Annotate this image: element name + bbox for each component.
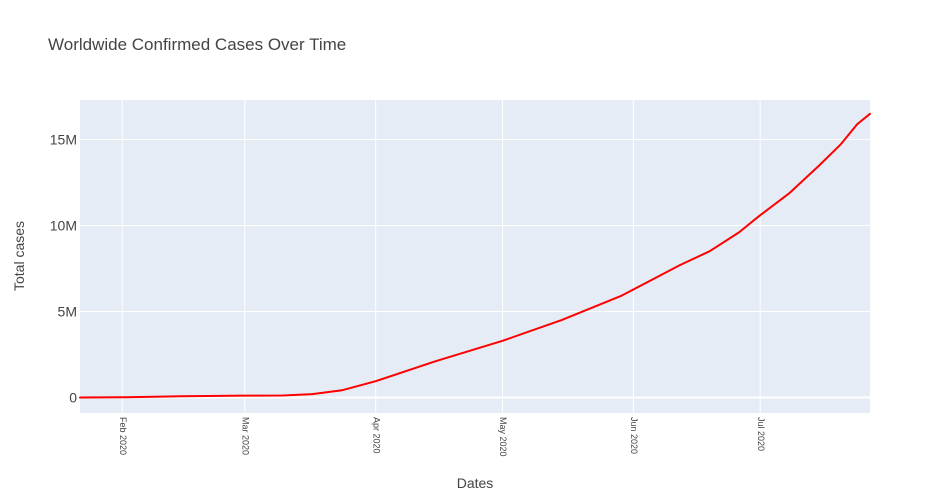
x-tick-label: Jul 2020 <box>756 417 766 451</box>
x-axis-title: Dates <box>457 475 494 491</box>
y-tick-label: 5M <box>58 304 77 320</box>
y-tick-label: 15M <box>50 132 77 148</box>
series-line <box>79 112 871 399</box>
x-tick-label: Apr 2020 <box>371 417 381 454</box>
x-tick-label: Jun 2020 <box>629 417 639 454</box>
x-tick-label: Mar 2020 <box>240 417 250 455</box>
series-layer <box>79 112 871 399</box>
plot-background <box>80 100 870 413</box>
chart-title: Worldwide Confirmed Cases Over Time <box>48 35 346 54</box>
y-tick-label: 0 <box>69 390 77 406</box>
gridlines <box>80 100 870 413</box>
x-tick-label: May 2020 <box>498 417 508 457</box>
x-tick-label: Feb 2020 <box>118 417 128 455</box>
y-axis-title: Total cases <box>11 221 27 291</box>
x-tick-labels: Feb 2020 Mar 2020 Apr 2020 May 2020 Jun 2020… <box>118 417 766 457</box>
y-tick-labels: 0 5M 10M 15M <box>50 132 77 406</box>
y-tick-label: 10M <box>50 218 77 234</box>
